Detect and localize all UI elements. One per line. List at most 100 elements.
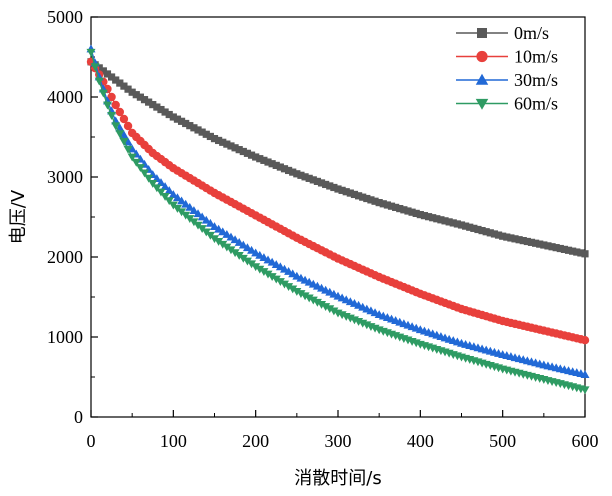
data-point bbox=[288, 285, 298, 294]
data-point bbox=[462, 222, 470, 230]
data-point bbox=[218, 240, 228, 249]
data-point bbox=[152, 174, 162, 182]
data-point bbox=[251, 263, 261, 272]
data-point bbox=[387, 202, 396, 210]
data-point bbox=[202, 130, 210, 138]
data-point bbox=[264, 158, 272, 166]
data-point bbox=[304, 294, 314, 303]
data-point bbox=[308, 296, 318, 305]
data-point bbox=[367, 196, 375, 204]
data-point bbox=[519, 237, 527, 245]
series-line bbox=[90, 52, 586, 391]
data-point bbox=[123, 137, 133, 146]
y-tick-label: 1000 bbox=[47, 327, 83, 347]
legend-marker bbox=[477, 28, 487, 38]
legend-label: 60m/s bbox=[514, 94, 558, 114]
data-point bbox=[400, 206, 408, 214]
data-point bbox=[445, 218, 453, 226]
data-point bbox=[186, 122, 194, 130]
data-point bbox=[482, 228, 490, 236]
data-point bbox=[342, 188, 350, 196]
data-point bbox=[156, 178, 166, 186]
data-point bbox=[321, 303, 331, 312]
data-point bbox=[107, 92, 116, 102]
data-point bbox=[317, 300, 327, 309]
data-point bbox=[573, 248, 581, 256]
data-point bbox=[271, 275, 281, 284]
data-point bbox=[292, 288, 302, 296]
data-point bbox=[247, 245, 257, 254]
data-point bbox=[515, 236, 523, 244]
data-point bbox=[305, 174, 313, 182]
data-point bbox=[182, 119, 190, 128]
data-point bbox=[111, 116, 121, 125]
data-point bbox=[313, 177, 322, 185]
data-point bbox=[177, 117, 186, 125]
data-point bbox=[145, 98, 153, 106]
legend-marker bbox=[475, 73, 489, 85]
legend-item: 0m/s bbox=[456, 23, 549, 43]
data-point bbox=[474, 225, 482, 234]
data-point bbox=[107, 112, 117, 120]
data-point bbox=[256, 155, 264, 163]
data-point bbox=[247, 151, 256, 159]
data-point bbox=[127, 153, 137, 162]
data-point bbox=[102, 101, 112, 110]
data-point bbox=[190, 124, 198, 132]
data-point bbox=[131, 158, 141, 167]
data-point bbox=[494, 231, 503, 239]
data-point bbox=[156, 188, 166, 197]
data-point bbox=[123, 121, 133, 131]
data-point bbox=[230, 249, 240, 258]
data-point bbox=[238, 240, 248, 249]
data-point bbox=[503, 233, 511, 241]
data-point bbox=[375, 199, 383, 207]
data-point bbox=[544, 242, 552, 250]
series-10m-s bbox=[86, 57, 590, 345]
data-point bbox=[235, 146, 243, 154]
data-point bbox=[210, 222, 219, 230]
data-point bbox=[379, 200, 387, 208]
y-axis-title: 电压/V bbox=[8, 189, 29, 244]
data-point bbox=[226, 232, 236, 241]
data-point bbox=[350, 190, 359, 199]
data-point bbox=[214, 224, 224, 233]
data-point bbox=[527, 238, 536, 246]
data-point bbox=[107, 73, 116, 81]
data-point bbox=[285, 166, 293, 175]
data-point bbox=[560, 245, 569, 253]
x-tick-label: 200 bbox=[242, 431, 269, 451]
data-point bbox=[279, 280, 289, 289]
data-point bbox=[243, 149, 252, 157]
data-point bbox=[354, 192, 363, 200]
data-point bbox=[322, 180, 330, 189]
data-point bbox=[128, 88, 136, 96]
data-point bbox=[552, 244, 560, 252]
data-point bbox=[185, 202, 195, 211]
data-point bbox=[252, 153, 260, 161]
data-point bbox=[136, 93, 144, 101]
data-point bbox=[268, 160, 276, 168]
data-point bbox=[173, 115, 182, 123]
legend-item: 60m/s bbox=[456, 94, 558, 114]
data-point bbox=[275, 278, 285, 286]
data-point bbox=[267, 273, 277, 282]
data-point bbox=[556, 244, 564, 253]
data-point bbox=[169, 113, 177, 121]
y-tick-label: 3000 bbox=[47, 167, 83, 187]
data-point bbox=[177, 196, 187, 205]
y-tick-label: 5000 bbox=[47, 7, 83, 27]
legend-item: 30m/s bbox=[456, 70, 558, 90]
data-point bbox=[111, 100, 120, 110]
data-point bbox=[197, 212, 207, 221]
data-point bbox=[325, 305, 335, 314]
data-point bbox=[260, 156, 268, 164]
y-axis: 0 1000 2000 3000 4000 5000 bbox=[47, 7, 98, 427]
data-point bbox=[242, 257, 252, 266]
data-point bbox=[317, 179, 326, 187]
data-point bbox=[210, 135, 219, 143]
data-point bbox=[123, 145, 133, 154]
data-point bbox=[441, 217, 449, 225]
data-point bbox=[99, 67, 107, 75]
data-point bbox=[205, 218, 215, 227]
